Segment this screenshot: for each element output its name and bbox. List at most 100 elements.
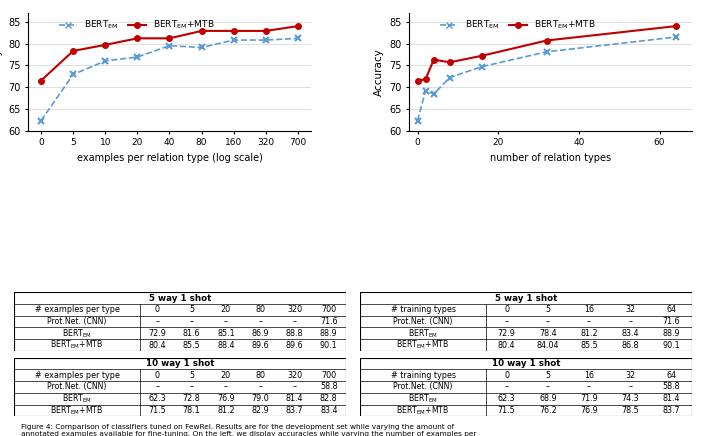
Text: –: –	[292, 317, 297, 326]
Text: 72.9: 72.9	[498, 329, 515, 338]
Text: 80.4: 80.4	[498, 341, 515, 350]
Text: –: –	[505, 317, 509, 326]
Text: 90.1: 90.1	[662, 341, 680, 350]
Text: 84.04: 84.04	[537, 341, 559, 350]
Text: BERT$_{\rm EM}$+MTB: BERT$_{\rm EM}$+MTB	[396, 404, 450, 417]
Text: 74.3: 74.3	[621, 394, 639, 403]
Text: 80: 80	[256, 305, 265, 314]
Text: 20: 20	[221, 371, 231, 380]
Text: –: –	[155, 382, 160, 392]
Text: 88.9: 88.9	[320, 329, 337, 338]
Text: 72.8: 72.8	[183, 394, 201, 403]
Text: –: –	[258, 382, 262, 392]
Text: # examples per type: # examples per type	[35, 305, 119, 314]
Legend: BERT$_{\mathrm{EM}}$, BERT$_{\mathrm{EM}}$+MTB: BERT$_{\mathrm{EM}}$, BERT$_{\mathrm{EM}…	[55, 15, 218, 35]
Text: 16: 16	[584, 305, 594, 314]
Text: 32: 32	[625, 305, 635, 314]
Text: 83.7: 83.7	[662, 406, 680, 415]
Text: 0: 0	[504, 371, 509, 380]
Text: 76.2: 76.2	[539, 406, 557, 415]
Legend: BERT$_{\mathrm{EM}}$, BERT$_{\mathrm{EM}}$+MTB: BERT$_{\mathrm{EM}}$, BERT$_{\mathrm{EM}…	[436, 15, 599, 35]
Text: 88.9: 88.9	[662, 329, 680, 338]
Text: 71.6: 71.6	[662, 317, 680, 326]
Text: 5: 5	[189, 305, 194, 314]
Text: 86.8: 86.8	[621, 341, 639, 350]
X-axis label: examples per relation type (log scale): examples per relation type (log scale)	[76, 153, 263, 163]
Text: 71.5: 71.5	[148, 406, 166, 415]
Y-axis label: Accuracy: Accuracy	[0, 48, 3, 96]
Text: 89.6: 89.6	[251, 341, 269, 350]
Text: 72.9: 72.9	[148, 329, 167, 338]
Text: Prot.Net. (CNN): Prot.Net. (CNN)	[393, 317, 453, 326]
Text: BERT$_{\rm EM}$+MTB: BERT$_{\rm EM}$+MTB	[50, 404, 104, 417]
Text: –: –	[587, 382, 591, 392]
Text: Figure 4: Comparison of classifiers tuned on FewRel. Results are for the develop: Figure 4: Comparison of classifiers tune…	[21, 424, 493, 436]
Text: 81.4: 81.4	[286, 394, 304, 403]
Text: –: –	[546, 317, 550, 326]
Y-axis label: Accuracy: Accuracy	[373, 48, 384, 96]
Text: 83.4: 83.4	[320, 406, 337, 415]
Text: 82.8: 82.8	[320, 394, 337, 403]
Text: 88.4: 88.4	[217, 341, 234, 350]
Text: 78.1: 78.1	[183, 406, 201, 415]
Text: 83.4: 83.4	[621, 329, 639, 338]
Text: 32: 32	[625, 371, 635, 380]
Text: 62.3: 62.3	[498, 394, 515, 403]
Text: –: –	[587, 317, 591, 326]
Text: 0: 0	[155, 305, 160, 314]
Text: 58.8: 58.8	[662, 382, 680, 392]
Text: 10 way 1 shot: 10 way 1 shot	[491, 359, 561, 368]
Text: 71.9: 71.9	[580, 394, 598, 403]
Text: 62.3: 62.3	[148, 394, 166, 403]
Text: 320: 320	[287, 371, 302, 380]
Text: –: –	[190, 317, 193, 326]
Text: Prot.Net. (CNN): Prot.Net. (CNN)	[47, 317, 107, 326]
Text: 16: 16	[584, 371, 594, 380]
Text: 5: 5	[545, 371, 551, 380]
Text: –: –	[505, 382, 509, 392]
Text: 78.5: 78.5	[621, 406, 639, 415]
Text: 80.4: 80.4	[148, 341, 166, 350]
Text: –: –	[628, 382, 632, 392]
Text: BERT$_{\rm EM}$: BERT$_{\rm EM}$	[408, 392, 438, 405]
Text: –: –	[190, 382, 193, 392]
Text: 85.5: 85.5	[183, 341, 201, 350]
Text: # training types: # training types	[390, 371, 455, 380]
Text: 10 way 1 shot: 10 way 1 shot	[145, 359, 215, 368]
Text: 0: 0	[504, 305, 509, 314]
Text: 58.8: 58.8	[320, 382, 337, 392]
Text: 320: 320	[287, 305, 302, 314]
Text: 5 way 1 shot: 5 way 1 shot	[149, 293, 211, 303]
Text: 78.4: 78.4	[539, 329, 557, 338]
Text: 76.9: 76.9	[217, 394, 235, 403]
Text: 64: 64	[666, 305, 676, 314]
Text: Prot.Net. (CNN): Prot.Net. (CNN)	[393, 382, 453, 392]
Text: 86.9: 86.9	[251, 329, 269, 338]
Text: BERT$_{\rm EM}$+MTB: BERT$_{\rm EM}$+MTB	[396, 339, 450, 351]
Text: 71.5: 71.5	[498, 406, 515, 415]
X-axis label: number of relation types: number of relation types	[490, 153, 611, 163]
Text: 700: 700	[321, 305, 336, 314]
Text: BERT$_{\rm EM}$: BERT$_{\rm EM}$	[62, 327, 92, 340]
Text: 81.2: 81.2	[217, 406, 234, 415]
Text: 0: 0	[155, 371, 160, 380]
Text: 76.9: 76.9	[580, 406, 598, 415]
Text: 5: 5	[189, 371, 194, 380]
Text: 700: 700	[321, 371, 336, 380]
Text: 88.8: 88.8	[286, 329, 304, 338]
Text: BERT$_{\rm EM}$: BERT$_{\rm EM}$	[408, 327, 438, 340]
Text: –: –	[546, 382, 550, 392]
Text: 68.9: 68.9	[539, 394, 557, 403]
Text: –: –	[292, 382, 297, 392]
Text: 82.9: 82.9	[251, 406, 269, 415]
Text: 80: 80	[256, 371, 265, 380]
Text: 20: 20	[221, 305, 231, 314]
Text: 64: 64	[666, 371, 676, 380]
Text: BERT$_{\rm EM}$+MTB: BERT$_{\rm EM}$+MTB	[50, 339, 104, 351]
Text: 79.0: 79.0	[251, 394, 269, 403]
Text: 90.1: 90.1	[320, 341, 337, 350]
Text: –: –	[628, 317, 632, 326]
Text: 89.6: 89.6	[286, 341, 304, 350]
Text: BERT$_{\rm EM}$: BERT$_{\rm EM}$	[62, 392, 92, 405]
Text: 81.4: 81.4	[662, 394, 680, 403]
